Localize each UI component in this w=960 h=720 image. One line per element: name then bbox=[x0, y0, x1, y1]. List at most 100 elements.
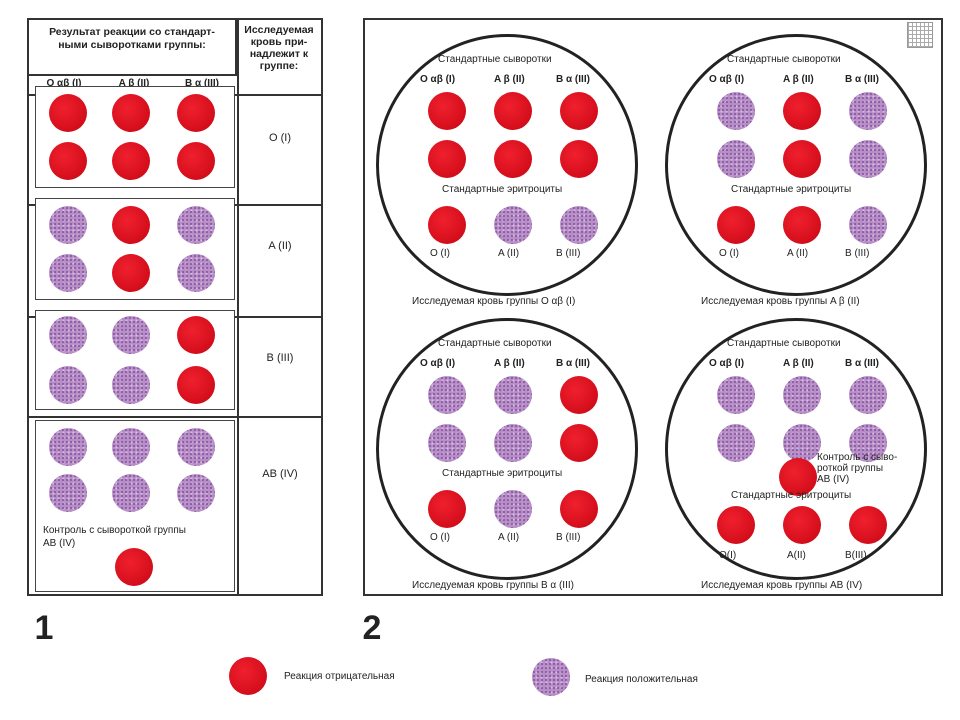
negative-reaction-dot bbox=[428, 206, 466, 244]
negative-reaction-dot bbox=[112, 94, 150, 132]
positive-reaction-dot bbox=[849, 140, 887, 178]
legend-positive-label: Реакция положительная bbox=[585, 674, 698, 685]
grid-icon bbox=[907, 22, 933, 48]
positive-reaction-dot bbox=[849, 424, 887, 462]
positive-reaction-dot bbox=[849, 376, 887, 414]
plate-caption: Исследуемая кровь группы AB (IV) bbox=[701, 580, 863, 591]
plate-caption: Исследуемая кровь группы A β (II) bbox=[701, 296, 860, 307]
row-group-label: O (I) bbox=[269, 132, 291, 144]
test-plate-circle bbox=[665, 34, 927, 296]
table-header-results: Результат реакции со стандарт- ными сыво… bbox=[29, 20, 237, 76]
table-panel: Результат реакции со стандарт- ными сыво… bbox=[27, 18, 323, 596]
erythrocyte-label: O (I) bbox=[719, 248, 739, 259]
negative-reaction-dot bbox=[428, 92, 466, 130]
positive-reaction-dot bbox=[783, 376, 821, 414]
row-group-label: A (II) bbox=[268, 240, 292, 252]
serum-label: O αβ (I) bbox=[420, 358, 456, 369]
legend-positive-swatch bbox=[532, 658, 570, 696]
plate-caption: Исследуемая кровь группы O αβ (I) bbox=[412, 296, 576, 307]
legend-negative-label: Реакция отрицательная bbox=[284, 671, 395, 682]
negative-reaction-dot bbox=[49, 142, 87, 180]
positive-reaction-dot bbox=[717, 140, 755, 178]
positive-reaction-dot bbox=[49, 206, 87, 244]
serum-label: O αβ (I) bbox=[709, 358, 745, 369]
serum-label: A β (II) bbox=[783, 74, 814, 85]
positive-reaction-dot bbox=[49, 366, 87, 404]
positive-reaction-dot bbox=[428, 424, 466, 462]
positive-reaction-dot bbox=[717, 92, 755, 130]
positive-reaction-dot bbox=[849, 92, 887, 130]
positive-reaction-dot bbox=[560, 206, 598, 244]
circles-panel: Стандартные сыворотки O αβ (I) A β (II) B α… bbox=[363, 18, 943, 596]
header-line: Исследуемая bbox=[244, 24, 314, 36]
positive-reaction-dot bbox=[112, 366, 150, 404]
serums-title: Стандартные сыворотки bbox=[727, 54, 841, 65]
negative-reaction-dot bbox=[717, 506, 755, 544]
serum-label: A β (II) bbox=[494, 358, 525, 369]
positive-reaction-dot bbox=[428, 376, 466, 414]
test-plate-circle bbox=[665, 318, 927, 580]
negative-reaction-dot bbox=[560, 376, 598, 414]
positive-reaction-dot bbox=[494, 424, 532, 462]
negative-reaction-dot bbox=[783, 206, 821, 244]
note-line: AB (IV) bbox=[43, 538, 76, 549]
positive-reaction-dot bbox=[494, 376, 532, 414]
negative-reaction-dot bbox=[177, 142, 215, 180]
legend-negative-swatch bbox=[229, 657, 267, 695]
negative-reaction-dot bbox=[177, 366, 215, 404]
row-group-label: AB (IV) bbox=[262, 468, 298, 480]
negative-reaction-dot bbox=[112, 142, 150, 180]
negative-reaction-dot bbox=[494, 92, 532, 130]
serum-label: B α (III) bbox=[556, 358, 590, 369]
negative-reaction-dot bbox=[494, 140, 532, 178]
negative-reaction-dot bbox=[560, 92, 598, 130]
positive-reaction-dot bbox=[717, 424, 755, 462]
positive-reaction-dot bbox=[177, 254, 215, 292]
column-label: B α (III) bbox=[185, 78, 219, 89]
negative-reaction-dot bbox=[177, 316, 215, 354]
test-plate-circle bbox=[376, 34, 638, 296]
figure-number: 1 bbox=[34, 609, 54, 647]
positive-reaction-dot bbox=[717, 376, 755, 414]
serum-label: B α (III) bbox=[845, 358, 879, 369]
negative-reaction-dot bbox=[428, 490, 466, 528]
negative-reaction-dot bbox=[112, 206, 150, 244]
header-line: Результат реакции со стандарт- bbox=[49, 26, 215, 38]
negative-reaction-dot bbox=[49, 94, 87, 132]
control-note: Контроль с сыво-роткой группы AB (IV) bbox=[817, 452, 897, 485]
serums-title: Стандартные сыворотки bbox=[727, 338, 841, 349]
negative-reaction-dot bbox=[560, 424, 598, 462]
erythrocyte-label: B (III) bbox=[845, 248, 870, 259]
divider bbox=[237, 20, 239, 594]
positive-reaction-dot bbox=[49, 254, 87, 292]
erythrocyte-label: B(III) bbox=[845, 550, 867, 561]
column-label: O αβ (I) bbox=[46, 78, 82, 89]
test-plate-circle bbox=[376, 318, 638, 580]
erythrocyte-label: A (II) bbox=[787, 248, 809, 259]
serums-title: Стандартные сыворотки bbox=[438, 338, 552, 349]
erythrocyte-label: O (I) bbox=[430, 248, 450, 259]
note-line: AB (IV) bbox=[817, 474, 850, 485]
negative-reaction-dot bbox=[112, 254, 150, 292]
erythrocytes-title: Стандартные эритроциты bbox=[442, 468, 563, 479]
negative-reaction-dot bbox=[783, 506, 821, 544]
control-reaction-dot bbox=[779, 458, 817, 496]
figure-number: 2 bbox=[362, 609, 382, 647]
negative-reaction-dot bbox=[783, 140, 821, 178]
serum-label: B α (III) bbox=[845, 74, 879, 85]
negative-reaction-dot bbox=[560, 140, 598, 178]
positive-reaction-dot bbox=[849, 206, 887, 244]
control-reaction-dot bbox=[115, 548, 153, 586]
control-note: Контроль с сывороткой группы AB (IV) bbox=[43, 524, 186, 550]
serums-title: Стандартные сыворотки bbox=[438, 54, 552, 65]
positive-reaction-dot bbox=[49, 474, 87, 512]
note-line: Контроль с сывороткой группы bbox=[43, 525, 186, 536]
erythrocyte-label: A (II) bbox=[498, 532, 520, 543]
positive-reaction-dot bbox=[49, 428, 87, 466]
table-header-group: Исследуемая кровь при- надлежит к группе… bbox=[237, 20, 321, 94]
negative-reaction-dot bbox=[849, 506, 887, 544]
erythrocyte-label: A(II) bbox=[787, 550, 806, 561]
serum-label: O αβ (I) bbox=[709, 74, 745, 85]
erythrocyte-label: O(I) bbox=[719, 550, 737, 561]
header-line: группе: bbox=[259, 60, 299, 72]
